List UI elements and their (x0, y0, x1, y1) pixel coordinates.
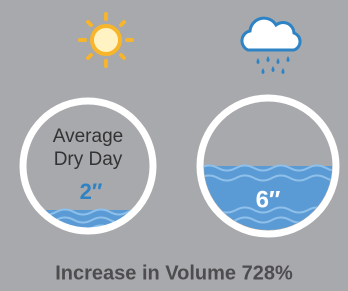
footer-text: Increase in Volume 728% (55, 262, 293, 284)
caption-line: Average (53, 126, 123, 147)
rain-day-circle (200, 98, 344, 236)
infographic: Average Dry Day 2″ 6″ Increase in Volume… (0, 0, 348, 291)
caption-line: Dry Day (54, 149, 123, 170)
dry-day-circle (20, 101, 164, 240)
rain-cloud-icon (242, 18, 300, 74)
level-label: 6″ (256, 186, 281, 213)
sun-icon (80, 14, 132, 66)
page: {"panels": [ {"caption_lines": ["Average… (0, 0, 348, 291)
level-label: 2″ (80, 179, 103, 204)
